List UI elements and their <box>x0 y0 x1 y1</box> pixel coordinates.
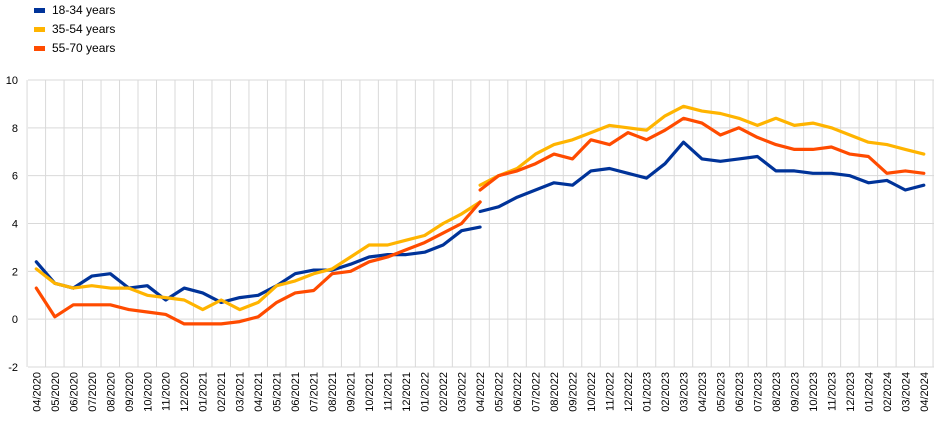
x-tick-label-7: 11/2020 <box>161 372 173 411</box>
x-tick-label-46: 02/2024 <box>882 372 894 412</box>
legend-swatch-0 <box>34 8 45 13</box>
y-tick-label-5: 8 <box>12 123 18 135</box>
x-tick-label-1: 05/2020 <box>50 372 62 412</box>
x-tick-label-5: 09/2020 <box>124 372 136 412</box>
x-tick-label-31: 11/2022 <box>605 372 617 411</box>
y-tick-label-2: 2 <box>12 266 18 278</box>
x-tick-label-21: 01/2022 <box>420 372 432 412</box>
series-line-0-segment-0 <box>34 225 482 304</box>
x-tick-label-0: 04/2020 <box>31 372 43 412</box>
x-tick-label-40: 08/2023 <box>771 372 783 412</box>
x-tick-label-43: 11/2023 <box>826 372 838 411</box>
legend-swatch-2 <box>34 46 45 51</box>
x-tick-label-27: 07/2022 <box>531 372 543 412</box>
x-tick-label-2: 06/2020 <box>68 372 80 412</box>
x-tick-label-48: 04/2024 <box>919 372 931 412</box>
x-tick-label-17: 09/2021 <box>346 372 358 412</box>
y-tick-label-4: 6 <box>12 171 18 183</box>
x-tick-label-41: 09/2023 <box>789 372 801 412</box>
y-tick-label-0: -2 <box>8 362 18 374</box>
legend-label-2: 55-70 years <box>52 41 115 55</box>
x-tick-label-26: 06/2022 <box>512 372 524 412</box>
x-tick-label-36: 04/2023 <box>697 372 709 412</box>
x-tick-label-29: 09/2022 <box>568 372 580 412</box>
legend-label-1: 35-54 years <box>52 22 115 36</box>
x-tick-label-14: 06/2021 <box>290 372 302 412</box>
x-tick-label-6: 10/2020 <box>142 372 154 412</box>
x-tick-label-20: 12/2021 <box>401 372 413 412</box>
x-tick-label-19: 11/2021 <box>383 372 395 411</box>
x-tick-label-34: 02/2023 <box>660 372 672 412</box>
x-tick-label-15: 07/2021 <box>309 372 321 412</box>
y-tick-label-3: 4 <box>12 219 18 231</box>
y-axis: -2 0 2 4 6 8 10 <box>6 75 18 374</box>
x-tick-label-38: 06/2023 <box>734 372 746 412</box>
x-tick-label-18: 10/2021 <box>364 372 376 412</box>
series-line-2-segment-0 <box>34 200 482 326</box>
legend: 18-34 years 35-54 years 55-70 years <box>34 3 115 55</box>
x-tick-label-35: 03/2023 <box>678 372 690 412</box>
x-tick-label-44: 12/2023 <box>845 372 857 412</box>
x-tick-label-22: 02/2022 <box>438 372 450 412</box>
series-line-1-segment-1 <box>478 104 926 187</box>
legend-label-0: 18-34 years <box>52 3 115 17</box>
x-tick-label-37: 05/2023 <box>715 372 727 412</box>
x-tick-label-47: 03/2024 <box>900 372 912 412</box>
series-line-1-segment-0 <box>34 200 482 312</box>
x-tick-label-10: 02/2021 <box>216 372 228 412</box>
y-tick-label-6: 10 <box>6 75 18 87</box>
y-tick-label-1: 0 <box>12 314 18 326</box>
x-tick-label-11: 03/2021 <box>235 372 247 412</box>
x-tick-label-32: 12/2022 <box>623 372 635 412</box>
x-tick-label-4: 08/2020 <box>105 372 117 412</box>
x-tick-label-12: 04/2021 <box>253 372 265 412</box>
series-line-2-segment-1 <box>478 116 926 192</box>
gridlines <box>26 79 934 368</box>
x-tick-label-28: 08/2022 <box>549 372 561 412</box>
x-axis: 04/2020 05/2020 06/2020 07/2020 08/2020 09/20… <box>31 372 931 412</box>
x-tick-label-13: 05/2021 <box>272 372 284 412</box>
legend-swatch-1 <box>34 27 45 32</box>
plot-area <box>34 104 926 326</box>
x-tick-label-8: 12/2020 <box>179 372 191 412</box>
x-tick-label-45: 01/2024 <box>863 372 875 412</box>
x-tick-label-9: 01/2021 <box>198 372 210 412</box>
x-tick-label-33: 01/2023 <box>641 372 653 412</box>
x-tick-label-23: 03/2022 <box>457 372 469 412</box>
x-tick-label-25: 05/2022 <box>494 372 506 412</box>
series-line-0-segment-1 <box>478 140 926 214</box>
x-tick-label-24: 04/2022 <box>475 372 487 412</box>
x-tick-label-30: 10/2022 <box>586 372 598 412</box>
x-tick-label-39: 07/2023 <box>752 372 764 412</box>
x-tick-label-3: 07/2020 <box>87 372 99 412</box>
x-tick-label-16: 08/2021 <box>327 372 339 412</box>
x-tick-label-42: 10/2023 <box>808 372 820 412</box>
